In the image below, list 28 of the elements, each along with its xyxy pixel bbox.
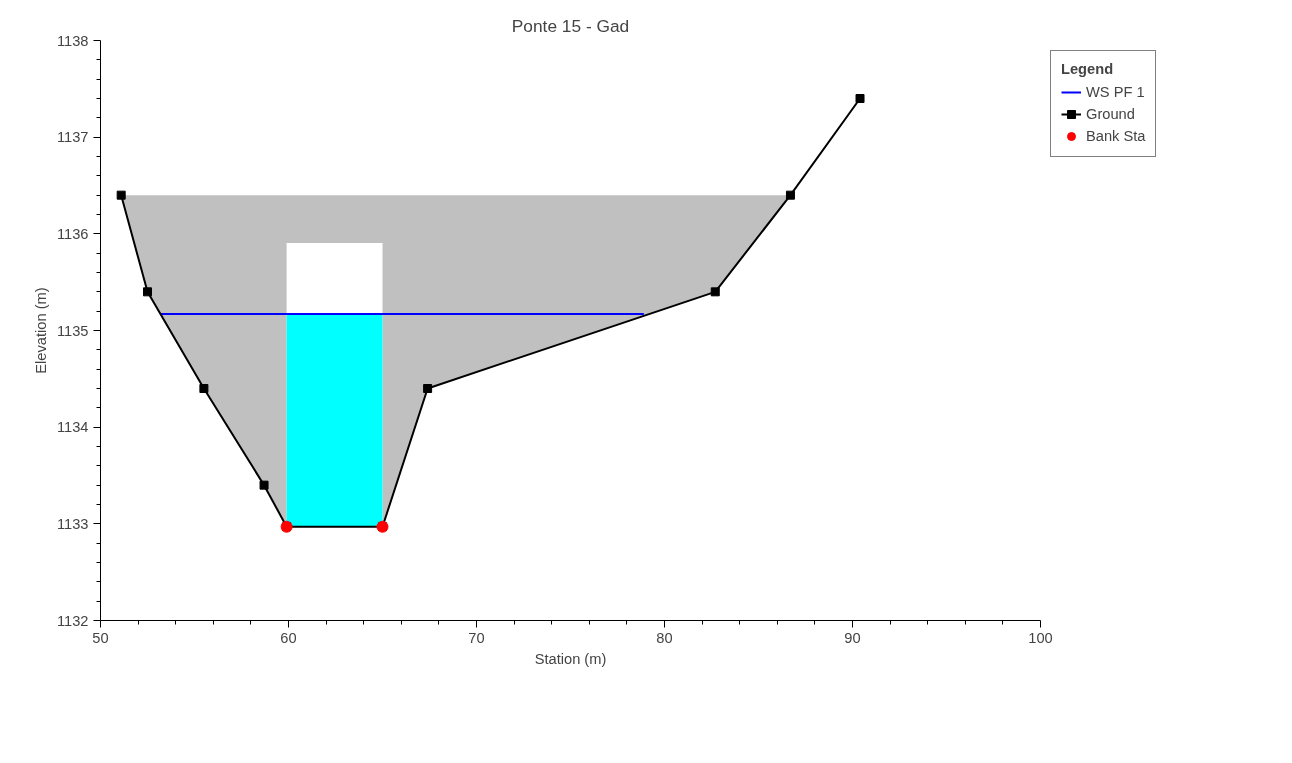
point [785, 190, 795, 200]
x-tick-label: 50 [92, 629, 109, 646]
point [855, 94, 865, 103]
legend-label: Bank Sta [1086, 128, 1146, 144]
legend-label: Ground [1086, 106, 1135, 122]
point [423, 384, 433, 393]
y-tick-label: 1133 [56, 515, 89, 532]
legend-label: WS PF 1 [1086, 84, 1145, 100]
y-tick-label: 1134 [56, 419, 89, 436]
x-tick-label: 80 [656, 629, 673, 646]
y-tick-label: 1132 [56, 612, 89, 629]
x-tick-label: 100 [1028, 629, 1053, 646]
y-axis-title: Elevation (m) [32, 287, 49, 374]
y-tick-label: 1137 [56, 129, 89, 146]
point [143, 287, 152, 297]
point [259, 480, 269, 490]
point [199, 384, 209, 393]
y-tick-label: 1136 [56, 225, 89, 242]
x-tick-label: 90 [844, 629, 861, 646]
x-tick-label: 60 [280, 629, 297, 646]
point [116, 190, 126, 200]
x-axis-title: Station (m) [534, 650, 607, 667]
chart-title: Ponte 15 - Gad [511, 15, 630, 36]
point [710, 287, 720, 297]
x-tick-label: 70 [468, 629, 485, 646]
y-tick-label: 1138 [56, 32, 89, 49]
y-tick-label: 1135 [56, 322, 89, 339]
legend-title: Legend [1061, 61, 1115, 77]
